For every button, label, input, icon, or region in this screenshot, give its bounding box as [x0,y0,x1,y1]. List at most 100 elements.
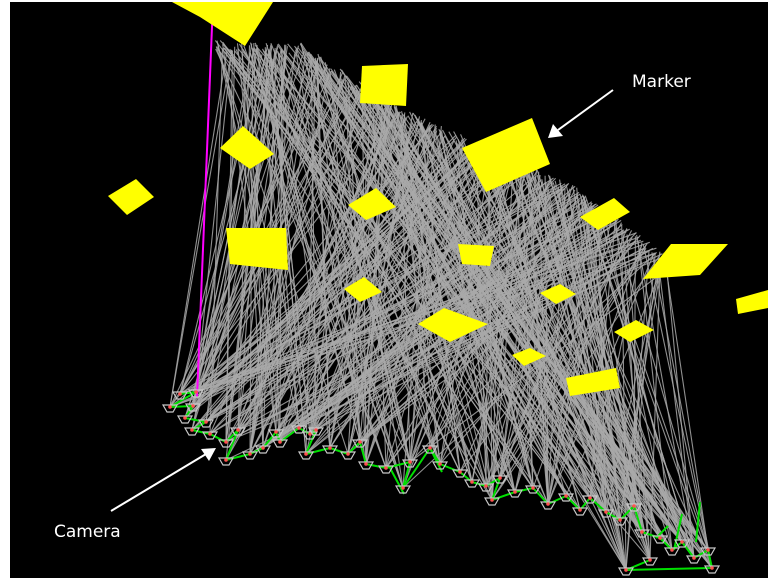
projection-ray [615,219,651,561]
camera-center [191,404,195,408]
camera-pose [217,457,235,466]
camera-center [364,462,368,466]
projection-ray [195,49,233,393]
camera-frustum [401,459,419,468]
camera-pose [685,555,703,564]
camera-frustum [506,489,524,498]
camera-pose [339,451,357,460]
projection-rays [169,40,713,571]
camera-path-segment [359,441,367,465]
camera-path-segment [605,511,621,521]
camera-center [224,458,228,462]
camera-frustum [217,439,235,448]
camera-frustum [699,547,717,556]
projection-ray [276,44,591,499]
camera-pose [307,427,325,436]
camera-path-segment [491,477,501,501]
camera-pose [267,429,285,438]
camera-path-segment [673,513,683,551]
projection-ray [300,42,607,513]
camera-frustum [339,451,357,460]
camera-frustum [524,485,542,494]
projection-ray [209,203,597,435]
projection-ray [279,151,475,443]
projection-ray [205,220,618,423]
camera-frustum [611,517,629,526]
camera-frustum [581,495,599,504]
camera-path-segment [633,505,643,533]
camera-center [308,432,312,436]
camera-pose [301,431,319,440]
projection-ray [195,148,494,393]
camera-center [190,428,194,432]
camera-frustum [641,557,659,566]
camera-center [498,476,502,480]
camera-center [274,430,278,434]
camera-frustum [597,509,615,518]
camera-center [358,440,362,444]
camera-frustum [183,427,201,436]
camera-frustum [431,461,449,470]
camera-center [178,392,182,396]
camera-center [328,446,332,450]
projection-ray [209,48,224,435]
projection-ray [471,174,541,483]
camera-pose [625,503,643,512]
camera-pose [241,451,259,460]
marker-plane [344,277,382,302]
camera-center [564,494,568,498]
projection-ray [401,111,461,473]
projection-ray [598,208,683,543]
camera-center [588,496,592,500]
camera-center [706,548,710,552]
camera-frustum [176,415,194,424]
camera-center [236,428,240,432]
camera-pose [633,529,651,538]
camera-center [490,498,494,502]
camera-frustum [217,457,235,466]
camera-pose [201,431,219,440]
projection-ray [275,157,500,433]
camera-path-segment [249,447,264,455]
projection-ray [215,48,411,463]
camera-center [624,568,628,572]
projection-ray [663,252,709,551]
camera-pose [651,535,669,544]
camera-pose [673,539,691,548]
projection-ray [385,120,422,469]
camera-frustum [301,431,319,440]
projection-ray [315,159,517,431]
camera-pose [171,391,189,400]
projection-ray [420,123,461,473]
projection-ray [470,145,621,521]
projection-ray [179,162,515,395]
camera-frustum [201,431,219,440]
reconstruction-scene [108,2,768,576]
camera-frustum [161,404,179,413]
camera-path-segment [547,495,567,505]
projection-ray [651,252,713,569]
projection-ray [402,128,431,489]
camera-frustum [557,493,575,502]
projection-ray [225,177,534,443]
projection-ray [249,118,426,455]
camera-pose [477,483,495,492]
camera-frustum [267,429,285,438]
camera-center [208,432,212,436]
camera-frustum [297,451,315,460]
projection-ray [514,209,593,493]
marker-plane [172,2,273,46]
camera-path-segment [491,491,516,501]
camera-frustum [241,451,259,460]
camera-pose [571,507,589,516]
camera-center [384,466,388,470]
camera-pose [611,517,629,526]
reference-line [196,2,214,398]
camera-path-segment [329,447,349,455]
camera-path-segment [184,417,207,423]
camera-center [428,446,432,450]
projection-ray [519,171,549,505]
camera-frustum [229,427,247,436]
projection-ray [315,247,654,431]
camera-pose [699,547,717,556]
